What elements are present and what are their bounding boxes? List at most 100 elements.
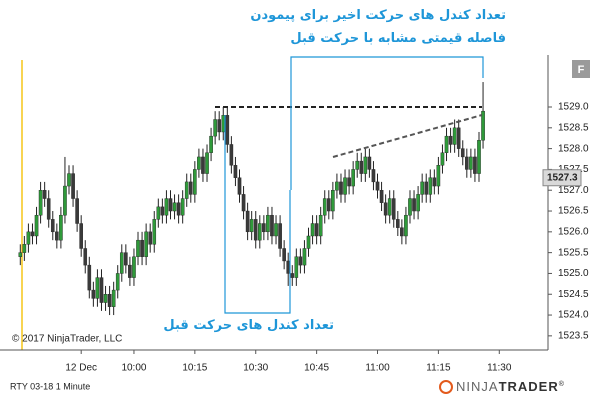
candle-body [428,177,433,195]
candle-body [440,152,445,166]
candle-body [160,206,165,216]
last-price-label: 1527.3 [547,172,578,183]
x-tick-label: 10:30 [243,363,268,374]
candle-body [282,248,286,262]
candle-body [359,160,364,174]
candle-body [444,135,449,153]
candle-body [103,294,108,303]
logo-part: NINJA [456,379,499,394]
candle-body [396,219,400,228]
candle-body [18,252,23,257]
candle-body [152,219,157,245]
candle-body [404,214,408,237]
candle-body [38,190,43,216]
candle-body [91,289,96,299]
candle-body [148,231,152,245]
candle-body [391,198,396,220]
candle-body [262,223,266,233]
candle-body [424,181,429,195]
candle-body [128,264,132,278]
candle-body [111,289,116,307]
candle-body [201,156,205,174]
candle-body [225,115,230,145]
candle-body [314,223,319,237]
candle-body [176,202,181,216]
candle-body [481,110,485,141]
y-tick-label: 1526.0 [558,226,589,237]
annotation: تعداد کندل های حرکت اخیر برای پیمودن [250,8,506,23]
candle-body [221,115,226,133]
candle-body [286,260,291,274]
candle-body [71,173,75,199]
candle-body [42,190,47,199]
candle-body [205,152,209,174]
candle-body [156,206,161,220]
candle-body [55,231,59,241]
candle-body [371,169,376,183]
copyright: © 2017 NinjaTrader, LLC [12,334,122,345]
y-tick-label: 1526.5 [558,206,589,217]
candle-body [79,223,83,249]
candle-body [408,198,412,216]
annotation: تعداد کندل های حرکت قبل [163,318,334,333]
candle-body [420,181,424,195]
bracket-top [290,56,484,190]
candle-body [22,244,27,253]
candle-body [115,273,120,291]
candle-body [144,231,148,257]
candle-body [448,135,453,145]
candle-body [26,231,31,245]
candle-body [335,181,339,191]
candle-body [241,194,246,212]
x-tick-label: 10:15 [182,363,207,374]
candle-body [164,198,169,216]
x-tick-label: 11:00 [365,363,390,374]
candle-body [99,277,104,303]
candle-body [412,198,416,212]
candle-body [50,219,55,233]
candle-body [249,219,254,233]
candle-body [180,198,185,216]
candle-body [213,119,217,137]
candle-body [197,156,201,170]
candle-body [375,181,380,191]
candle-body [331,190,335,212]
candle-body [432,177,437,187]
x-tick-label: 12 Dec [65,363,97,374]
candle-body [452,127,457,145]
candle-body [107,294,112,307]
candle-body [75,198,79,224]
candle-body [245,210,250,233]
candle-body [460,148,465,158]
candle-body [436,165,441,187]
x-tick-label: 10:00 [121,363,146,374]
annotation: فاصله قیمتی مشابه با حرکت قبل [290,31,506,46]
candle-body [343,177,347,195]
candle-body [400,227,404,237]
candle-body [274,223,278,237]
y-tick-label: 1528.5 [558,122,589,133]
candle-body [124,252,128,266]
button-f[interactable] [572,60,590,78]
y-tick-label: 1525.5 [558,247,589,258]
candle-body [339,181,343,195]
candle-body [59,214,63,241]
candle-body [298,256,303,266]
candle-body [327,198,331,212]
button-label[interactable]: F [578,64,585,76]
candle-body [363,156,368,174]
candle-body [270,214,274,237]
candle-body [193,169,197,195]
candle-body [237,177,242,195]
logo-part: TRADER [499,379,559,394]
x-tick-label: 11:15 [426,363,451,374]
plot [18,82,485,316]
candle-body [266,214,270,233]
candle-body [347,177,351,187]
last-price-box [542,169,582,187]
candle-body [351,169,355,187]
candle-body [379,190,384,203]
candle-body [253,219,258,241]
